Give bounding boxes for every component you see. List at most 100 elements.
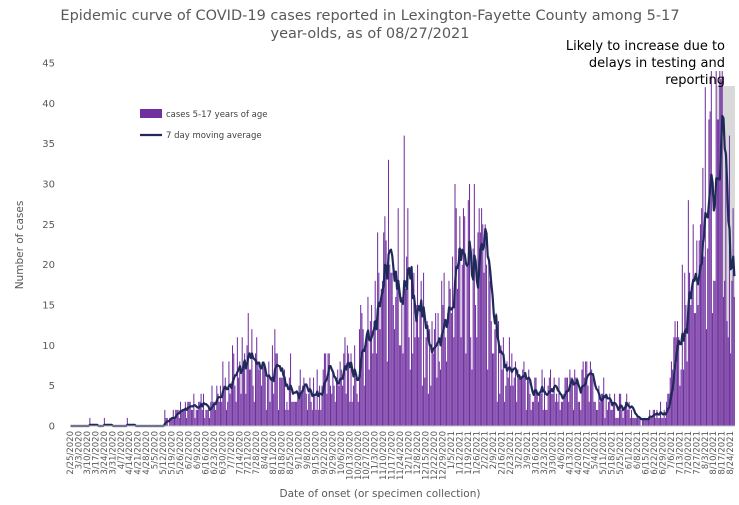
case-bar bbox=[661, 417, 663, 426]
case-bar bbox=[574, 369, 576, 426]
case-bar bbox=[254, 353, 257, 426]
case-bar bbox=[485, 264, 487, 426]
case-bar bbox=[368, 369, 370, 426]
case-bar bbox=[429, 329, 431, 426]
case-bar bbox=[639, 417, 641, 426]
x-tick-label: 6/9/2020 bbox=[193, 431, 203, 469]
case-bar bbox=[656, 409, 658, 426]
x-tick-label: 11/24/2020 bbox=[396, 431, 406, 480]
x-tick-label: 3/2/2021 bbox=[515, 431, 525, 469]
case-bar bbox=[568, 401, 570, 426]
case-bar bbox=[363, 385, 365, 426]
x-tick-label: 6/29/2021 bbox=[658, 431, 668, 475]
case-bar bbox=[612, 401, 614, 426]
case-bar bbox=[495, 313, 497, 426]
case-bar bbox=[508, 337, 510, 426]
case-bar bbox=[357, 401, 359, 426]
case-bar bbox=[336, 377, 338, 426]
x-tick-label: 4/28/2020 bbox=[142, 431, 152, 475]
case-bar bbox=[622, 417, 624, 426]
case-bar bbox=[543, 377, 545, 426]
case-bar bbox=[626, 393, 628, 426]
case-bar bbox=[269, 401, 271, 426]
case-bar bbox=[229, 393, 231, 426]
x-tick-label: 8/25/2020 bbox=[286, 431, 296, 475]
case-bar bbox=[731, 280, 733, 426]
legend-label-bars: cases 5-17 years of age bbox=[166, 110, 268, 120]
note-line-2: delays in testing and bbox=[589, 56, 725, 71]
x-tick-label: 9/1/2020 bbox=[295, 431, 305, 469]
case-bar bbox=[417, 264, 419, 426]
case-bar bbox=[268, 361, 270, 426]
case-bar bbox=[507, 377, 509, 426]
case-bar bbox=[310, 401, 312, 426]
case-bar bbox=[675, 337, 677, 426]
case-bar bbox=[565, 377, 567, 426]
case-bar bbox=[643, 417, 645, 426]
x-tick-label: 9/29/2020 bbox=[328, 431, 338, 475]
case-bar bbox=[697, 305, 699, 426]
case-bar bbox=[221, 401, 223, 426]
y-tick-label: 25 bbox=[42, 220, 55, 231]
case-bar bbox=[218, 401, 220, 426]
case-bar bbox=[183, 409, 185, 426]
case-bar bbox=[178, 417, 180, 426]
x-tick-label: 3/9/2021 bbox=[523, 431, 533, 469]
case-bar bbox=[205, 409, 207, 426]
x-tick-label: 9/22/2020 bbox=[320, 431, 330, 475]
case-bar bbox=[383, 232, 385, 426]
x-tick-label: 1/12/2021 bbox=[455, 431, 465, 475]
case-bar bbox=[707, 248, 709, 426]
x-tick-label: 7/20/2021 bbox=[684, 431, 694, 475]
reporting-delay-note: Likely to increase due to delays in test… bbox=[566, 39, 725, 88]
case-bar bbox=[319, 385, 321, 426]
case-bar bbox=[344, 337, 346, 426]
case-bar bbox=[653, 409, 656, 426]
case-bar bbox=[180, 401, 182, 426]
case-bar bbox=[314, 393, 316, 426]
moving-average-line bbox=[70, 114, 736, 428]
case-bar bbox=[447, 313, 449, 426]
case-bar bbox=[305, 393, 307, 426]
case-bar bbox=[298, 385, 300, 426]
case-bar bbox=[696, 240, 698, 426]
case-bar bbox=[719, 71, 721, 427]
case-bar bbox=[703, 256, 705, 426]
case-bar bbox=[599, 401, 601, 426]
x-tick-label: 12/15/2020 bbox=[421, 431, 431, 480]
case-bar bbox=[545, 409, 547, 426]
case-bar bbox=[406, 256, 408, 426]
case-bar bbox=[482, 224, 484, 426]
case-bar bbox=[366, 337, 368, 426]
case-bar bbox=[442, 305, 444, 426]
case-bar bbox=[676, 321, 678, 426]
x-tick-label: 7/7/2020 bbox=[227, 431, 237, 469]
case-bar bbox=[327, 353, 329, 426]
case-bar bbox=[412, 353, 414, 426]
y-tick-label: 15 bbox=[42, 301, 55, 312]
case-bar bbox=[287, 409, 289, 426]
case-bar bbox=[395, 296, 397, 426]
case-bar bbox=[689, 272, 691, 426]
case-bar bbox=[391, 272, 393, 426]
x-tick-label: 2/23/2021 bbox=[506, 431, 516, 475]
case-bar bbox=[408, 337, 410, 426]
case-bar bbox=[594, 401, 596, 426]
case-bar bbox=[89, 417, 91, 426]
case-bar bbox=[441, 280, 443, 426]
x-tick-label: 6/23/2020 bbox=[210, 431, 220, 475]
x-tick-label: 11/10/2020 bbox=[379, 431, 389, 480]
y-tick-label: 10 bbox=[42, 341, 55, 352]
case-bar bbox=[647, 417, 649, 426]
case-bar bbox=[414, 337, 416, 426]
case-bar bbox=[701, 208, 703, 426]
x-tick-label: 6/16/2020 bbox=[201, 431, 211, 475]
case-bar bbox=[288, 377, 290, 426]
y-tick-label: 20 bbox=[42, 260, 55, 271]
case-bar bbox=[245, 393, 247, 426]
case-bar bbox=[241, 337, 243, 426]
case-bar bbox=[384, 216, 386, 426]
case-bar bbox=[712, 313, 714, 426]
case-bar bbox=[597, 409, 599, 426]
case-bar bbox=[450, 313, 452, 426]
